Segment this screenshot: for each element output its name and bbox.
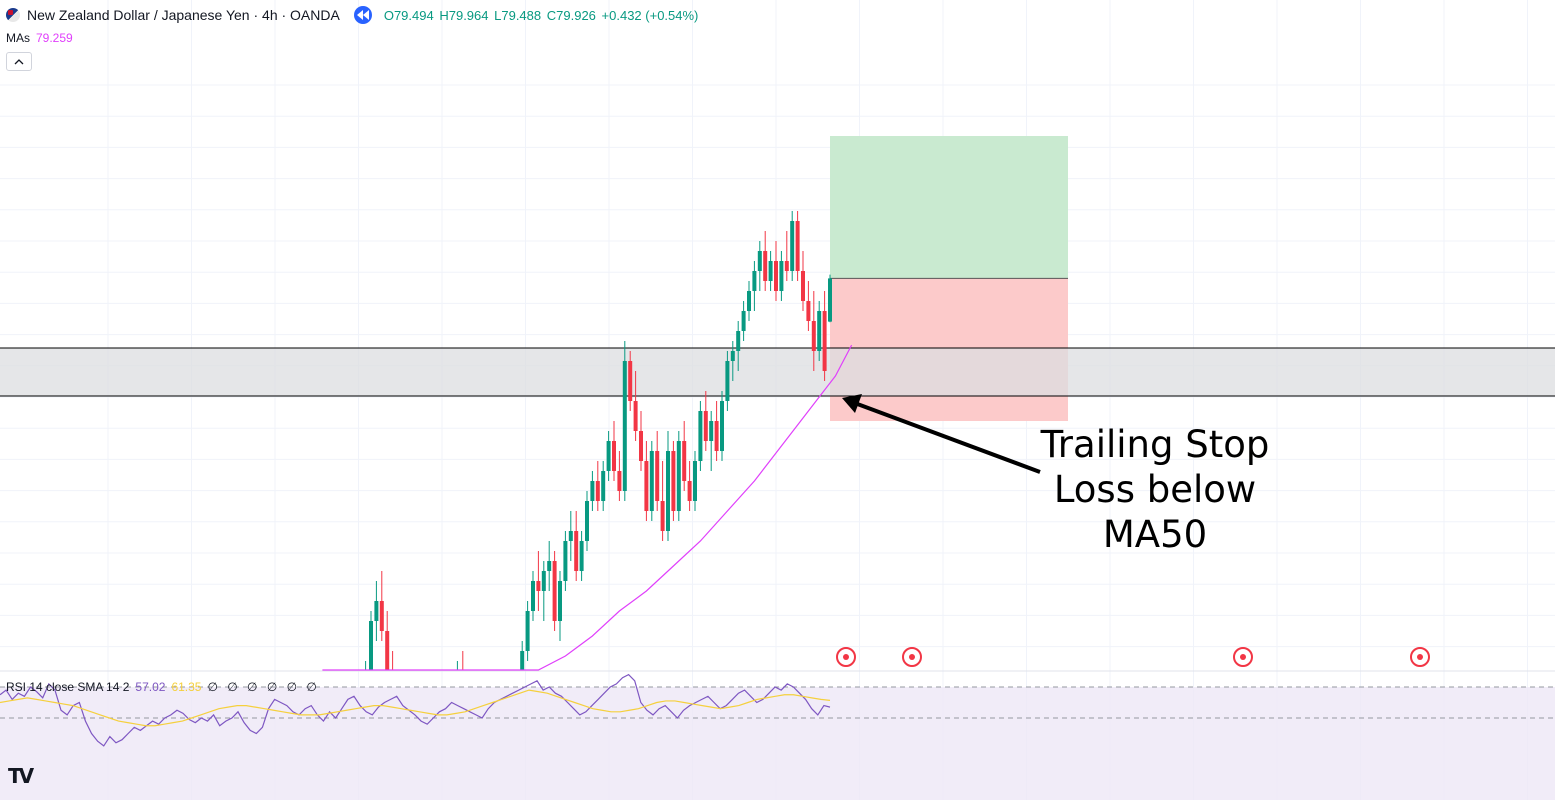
candle-body[interactable] <box>379 601 384 631</box>
collapse-legend-button[interactable] <box>6 52 32 71</box>
close-value: C79.926 <box>546 7 596 23</box>
change-value: +0.432 (+0.54%) <box>601 7 699 23</box>
candle-body[interactable] <box>806 301 811 321</box>
rsi-value: 57.02 <box>135 680 166 694</box>
rsi-label: RSI 14 close SMA 14 2 <box>6 680 130 694</box>
candle-body[interactable] <box>547 561 552 571</box>
candle-body[interactable] <box>558 581 562 621</box>
candle-body[interactable] <box>563 541 568 581</box>
candle-body[interactable] <box>828 278 832 322</box>
candle-body[interactable] <box>693 461 697 501</box>
candle-body[interactable] <box>622 361 627 491</box>
symbol-title[interactable]: New Zealand Dollar / Japanese Yen · 4h ·… <box>27 7 340 23</box>
candle-body[interactable] <box>660 501 665 531</box>
ma50-line[interactable] <box>322 344 853 671</box>
candle-body[interactable] <box>590 481 595 501</box>
candle-body[interactable] <box>709 421 714 441</box>
rsi-band <box>0 687 1555 800</box>
candle-body[interactable] <box>671 451 676 511</box>
candle-body[interactable] <box>612 441 616 471</box>
candle-body[interactable] <box>757 251 762 271</box>
candle-body[interactable] <box>536 581 541 591</box>
candle-body[interactable] <box>520 651 525 670</box>
candle-body[interactable] <box>606 441 611 471</box>
high-value: H79.964 <box>439 7 489 23</box>
candle-body[interactable] <box>714 421 719 451</box>
candle-body[interactable] <box>730 351 735 361</box>
candle-body[interactable] <box>585 501 589 541</box>
tradingview-logo[interactable]: TV <box>8 764 34 788</box>
candle-body[interactable] <box>666 451 670 531</box>
candle-body[interactable] <box>574 531 579 571</box>
candle-body[interactable] <box>801 271 805 301</box>
chart-header: New Zealand Dollar / Japanese Yen · 4h ·… <box>6 6 698 24</box>
candle-body[interactable] <box>817 311 822 351</box>
candle-body[interactable] <box>595 481 600 501</box>
candle-body[interactable] <box>649 451 654 511</box>
candle-body[interactable] <box>531 581 535 611</box>
candle-body[interactable] <box>741 311 746 331</box>
candle-body[interactable] <box>617 471 622 491</box>
annotation-arrow[interactable] <box>842 394 1041 474</box>
ma-label: MAs <box>6 31 30 45</box>
candle-body[interactable] <box>374 601 379 621</box>
candle-body[interactable] <box>703 411 708 441</box>
ma-value: 79.259 <box>36 31 73 45</box>
candle-body[interactable] <box>601 471 606 501</box>
candle-body[interactable] <box>541 571 546 591</box>
candle-body[interactable] <box>763 251 768 281</box>
candle-body[interactable] <box>568 531 573 541</box>
candle-body[interactable] <box>552 561 557 621</box>
low-value: L79.488 <box>494 7 542 23</box>
event-marker-icon[interactable] <box>902 647 922 667</box>
currency-flag-icon <box>6 8 20 22</box>
candle-body[interactable] <box>736 331 741 351</box>
ma-legend[interactable]: MAs 79.259 <box>6 31 73 45</box>
annotation-text[interactable]: Trailing Stop Loss below MA50 <box>1040 423 1270 556</box>
rsi-legend[interactable]: RSI 14 close SMA 14 2 57.02 61.35 ∅ ∅ ∅ ∅ ∅… <box>6 680 320 694</box>
candle-body[interactable] <box>752 271 757 291</box>
ohlc-values: O79.494 H79.964 L79.488 C79.926 +0.432 (… <box>384 8 699 23</box>
candle-body[interactable] <box>633 401 638 431</box>
candle-body[interactable] <box>822 311 827 371</box>
rsi-extra-values: ∅ ∅ ∅ ∅ ∅ ∅ <box>207 680 320 694</box>
candle-body[interactable] <box>747 291 751 311</box>
candle-body[interactable] <box>369 621 373 670</box>
rsi-sma-value: 61.35 <box>171 680 202 694</box>
candle-body[interactable] <box>774 261 778 291</box>
candle-body[interactable] <box>682 441 687 481</box>
candle-body[interactable] <box>644 461 649 511</box>
open-value: O79.494 <box>383 7 434 23</box>
chevron-up-icon <box>14 58 24 64</box>
replay-icon[interactable] <box>353 6 372 24</box>
candle-body[interactable] <box>676 441 681 511</box>
candles <box>365 211 832 670</box>
candle-body[interactable] <box>795 221 800 271</box>
candle-body[interactable] <box>385 631 390 670</box>
event-marker-icon[interactable] <box>1410 647 1430 667</box>
candle-body[interactable] <box>811 321 816 351</box>
event-marker-icon[interactable] <box>1233 647 1253 667</box>
rsi-line <box>0 673 831 747</box>
candle-body[interactable] <box>628 361 633 401</box>
rsi-sma-line <box>0 689 831 727</box>
rsi-pane <box>0 673 1555 800</box>
support-resistance-zone[interactable] <box>0 348 1555 396</box>
candle-body[interactable] <box>655 451 660 501</box>
candle-body[interactable] <box>790 221 795 271</box>
candle-body[interactable] <box>687 481 692 501</box>
candle-body[interactable] <box>698 411 703 461</box>
candle-body[interactable] <box>779 261 784 291</box>
candle-body[interactable] <box>784 261 789 271</box>
candle-body[interactable] <box>639 431 643 461</box>
candle-body[interactable] <box>579 541 584 571</box>
candle-body[interactable] <box>720 401 724 451</box>
profit-zone[interactable] <box>830 136 1068 279</box>
event-marker-icon[interactable] <box>836 647 856 667</box>
candle-body[interactable] <box>768 261 773 281</box>
candle-body[interactable] <box>725 361 730 401</box>
candle-body[interactable] <box>525 611 530 651</box>
